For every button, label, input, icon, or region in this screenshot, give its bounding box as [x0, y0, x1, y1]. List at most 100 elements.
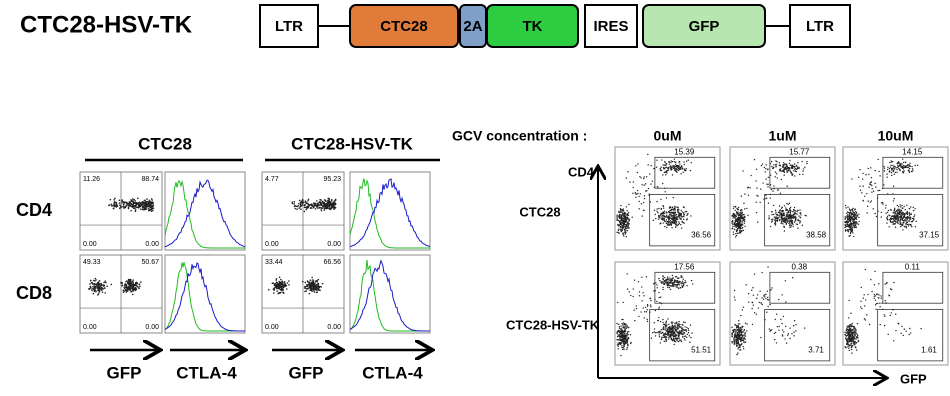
- dot: [665, 216, 668, 218]
- dot: [630, 294, 632, 297]
- dot: [739, 219, 742, 222]
- dot: [853, 340, 855, 343]
- dot: [616, 335, 619, 338]
- dot: [278, 281, 281, 283]
- dot: [743, 336, 745, 339]
- dot: [793, 221, 796, 223]
- dot: [866, 205, 869, 208]
- dot: [668, 279, 671, 281]
- dot: [682, 215, 685, 218]
- dot: [786, 170, 788, 172]
- dot: [888, 170, 891, 173]
- dot: [645, 276, 648, 278]
- dot: [731, 220, 734, 222]
- dot: [672, 220, 675, 222]
- dot: [653, 290, 655, 292]
- dot: [665, 219, 668, 221]
- dot-plot: 0.383.71: [729, 261, 836, 366]
- dot: [657, 216, 660, 218]
- dot: [889, 166, 892, 168]
- gate: [649, 193, 716, 247]
- dot: [134, 286, 137, 289]
- dot: [663, 171, 666, 174]
- dot: [768, 218, 770, 220]
- dot: [627, 218, 629, 221]
- dot: [847, 231, 849, 233]
- dot: [670, 279, 673, 282]
- dot: [130, 286, 133, 288]
- dot: [795, 330, 797, 332]
- dot: [654, 213, 656, 216]
- dot: [659, 342, 662, 344]
- dot: [626, 342, 628, 344]
- dot: [331, 206, 333, 209]
- dot: [792, 165, 794, 167]
- dot: [327, 197, 330, 200]
- dot: [851, 210, 854, 212]
- dot: [871, 191, 873, 193]
- histogram-curve: [164, 262, 245, 332]
- dot: [646, 320, 649, 323]
- dot: [649, 173, 651, 175]
- dot: [789, 226, 791, 229]
- dot: [740, 314, 742, 317]
- dot: [92, 279, 95, 282]
- dot: [731, 332, 733, 334]
- dot: [677, 287, 680, 289]
- dot: [897, 215, 899, 218]
- dot: [304, 290, 306, 293]
- dot: [858, 176, 860, 179]
- dot: [904, 218, 906, 221]
- dot: [320, 202, 322, 205]
- dot: [621, 348, 624, 351]
- dot: [328, 198, 330, 201]
- dot: [668, 334, 670, 336]
- dot: [146, 203, 149, 205]
- dot: [124, 206, 127, 208]
- dot: [674, 329, 676, 332]
- dot: [879, 305, 881, 308]
- plot-frame: [614, 146, 721, 251]
- dot: [789, 337, 791, 340]
- dot: [880, 211, 883, 214]
- dot: [666, 226, 668, 229]
- dot: [621, 345, 623, 347]
- dot: [806, 162, 808, 165]
- dot: [899, 223, 901, 226]
- dot: [897, 206, 900, 208]
- dot: [851, 322, 853, 325]
- quadrant-value: 95.23: [323, 176, 341, 183]
- dot: [664, 276, 666, 279]
- dot: [659, 168, 661, 170]
- dot: [114, 201, 116, 204]
- dot: [668, 211, 671, 214]
- dot: [669, 217, 671, 220]
- dot: [91, 289, 93, 292]
- dot: [321, 282, 324, 285]
- dot: [660, 207, 663, 210]
- dot: [740, 217, 743, 220]
- quadrant-value: 66.56: [323, 259, 341, 266]
- dot: [656, 159, 658, 161]
- dot: [147, 201, 150, 203]
- dot: [887, 219, 889, 221]
- dot: [733, 335, 736, 338]
- dot: [889, 314, 891, 317]
- dot: [773, 164, 775, 166]
- dot: [902, 213, 904, 216]
- dot: [616, 330, 619, 333]
- dot: [663, 333, 665, 335]
- dot: [857, 335, 859, 337]
- dot: [899, 164, 902, 166]
- dot: [905, 222, 907, 225]
- dot: [857, 340, 860, 342]
- dot: [690, 336, 692, 339]
- dot: [685, 330, 687, 332]
- dot: [668, 163, 671, 166]
- dot: [668, 328, 670, 330]
- dot: [763, 166, 766, 169]
- dot: [301, 204, 304, 206]
- dot: [735, 234, 738, 237]
- dot: [850, 346, 853, 349]
- dot: [849, 231, 852, 233]
